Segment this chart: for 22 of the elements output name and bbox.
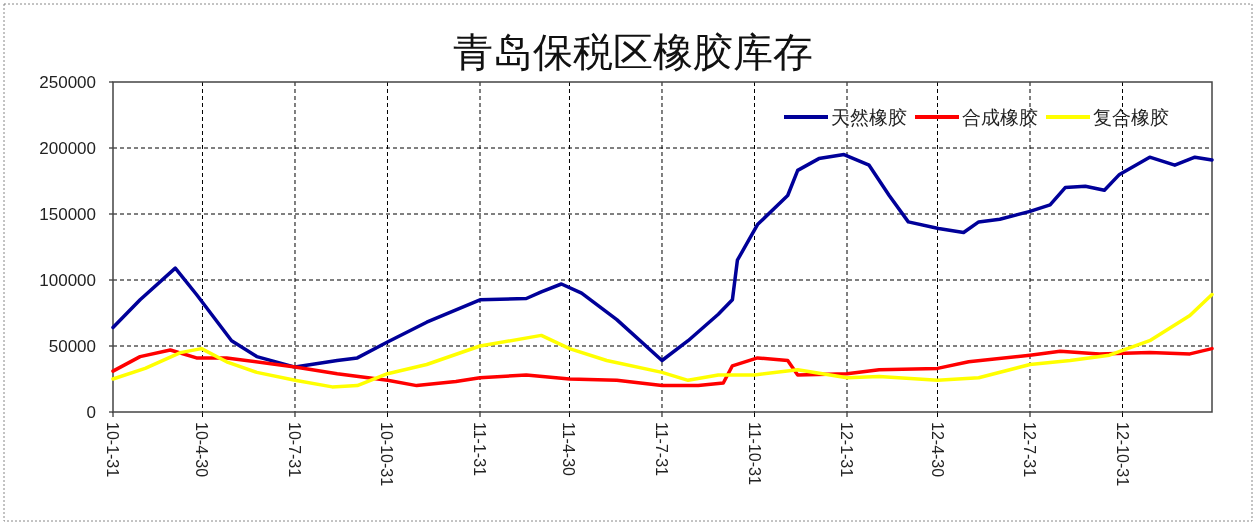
- y-tick-label: 0: [86, 403, 96, 422]
- y-tick-label: 150000: [39, 205, 96, 224]
- x-tick-label: 10-10-31: [378, 422, 396, 487]
- x-tick-label: 12-4-30: [928, 422, 946, 478]
- legend-label: 天然橡胶: [831, 107, 907, 128]
- y-tick-label: 250000: [39, 73, 96, 92]
- legend-label: 复合橡胶: [1093, 107, 1169, 128]
- x-tick-label: 10-7-31: [285, 422, 303, 478]
- x-tick-label: 10-1-31: [104, 422, 121, 478]
- x-tick-label: 11-10-31: [745, 422, 763, 485]
- x-tick-label: 12-10-31: [1113, 422, 1131, 487]
- x-tick-label: 12-7-31: [1021, 422, 1039, 478]
- x-tick-label: 12-1-31: [838, 422, 856, 478]
- x-tick-label: 11-1-31: [471, 422, 488, 477]
- y-tick-label: 50000: [48, 337, 96, 356]
- y-tick-label: 100000: [39, 271, 96, 290]
- chart-title: 青岛保税区橡胶库存: [452, 30, 813, 74]
- x-tick-label: 10-4-30: [193, 422, 211, 478]
- x-tick-label: 11-7-31: [653, 422, 670, 477]
- legend-label: 合成橡胶: [962, 107, 1038, 128]
- x-tick-label: 11-4-30: [560, 422, 578, 477]
- y-tick-label: 200000: [39, 139, 96, 158]
